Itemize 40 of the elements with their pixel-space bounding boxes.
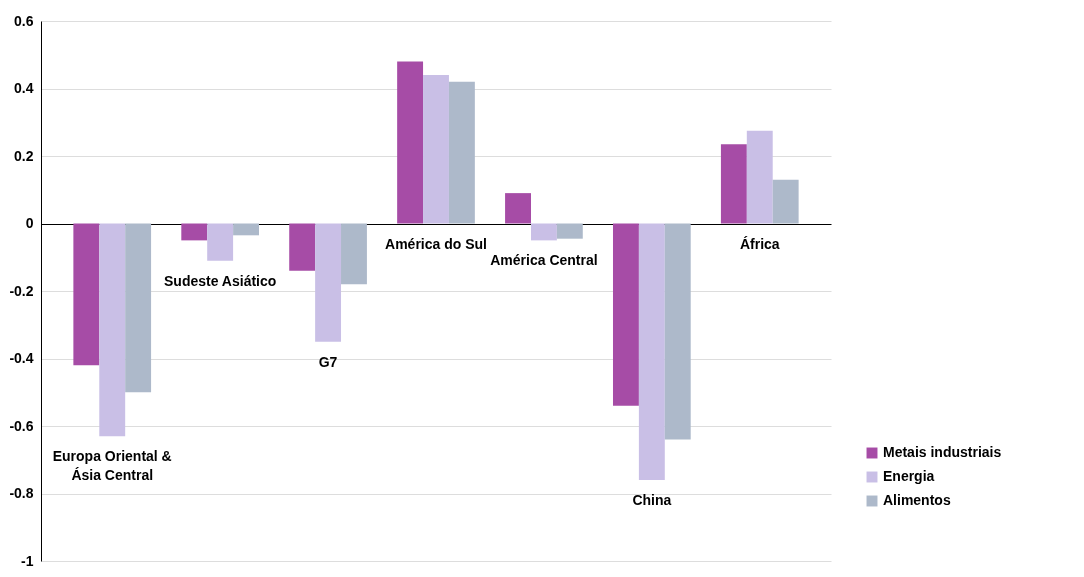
legend-label: Alimentos <box>883 492 951 508</box>
y-tick-label: -0.8 <box>9 485 34 501</box>
bar <box>341 223 367 285</box>
bar <box>638 223 665 480</box>
y-tick-label: 0 <box>25 215 34 231</box>
bar <box>746 130 773 224</box>
bar <box>73 223 100 366</box>
y-tick-label: -0.6 <box>9 417 34 434</box>
bar <box>720 144 747 224</box>
legend-label: Metais industriais <box>883 444 1002 460</box>
y-tick-label: 0.4 <box>14 80 34 96</box>
bar <box>530 223 557 241</box>
legend-label: Energia <box>883 468 935 484</box>
x-tick-label: América Central <box>490 252 598 269</box>
x-tick-label: América do Sul <box>385 235 487 252</box>
y-tick-label: -0.2 <box>9 282 34 299</box>
x-tick-label: G7 <box>318 353 338 370</box>
y-tick-label: -1 <box>21 552 34 569</box>
bar <box>664 223 691 440</box>
x-tick-label: África <box>739 235 780 252</box>
bar <box>289 223 316 271</box>
x-tick-label: Europa Oriental & Ásia Central <box>52 448 172 484</box>
y-tick-label: 0.2 <box>14 147 34 164</box>
bar <box>505 193 531 224</box>
bar <box>772 179 799 224</box>
bar <box>125 223 152 393</box>
x-tick-label: China <box>632 492 672 508</box>
y-tick-label: -0.4 <box>9 350 34 366</box>
bar <box>448 81 475 224</box>
bar <box>612 223 639 406</box>
bar <box>207 223 234 261</box>
bar <box>397 61 424 224</box>
x-tick-label: Sudeste Asiático <box>164 272 277 289</box>
y-tick-label: 0.6 <box>14 12 34 29</box>
bar <box>181 223 208 241</box>
bar <box>233 223 260 236</box>
bar <box>556 223 583 239</box>
bar <box>423 75 449 224</box>
bar <box>315 223 342 342</box>
bar <box>99 223 126 437</box>
